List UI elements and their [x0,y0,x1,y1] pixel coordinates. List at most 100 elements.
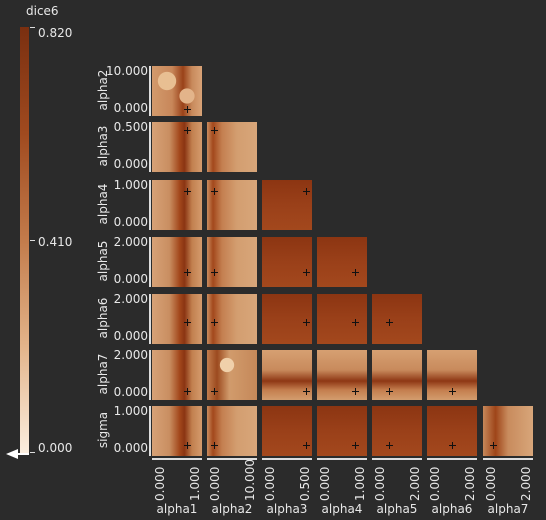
optimum-marker [449,442,456,449]
optimum-marker [303,188,310,195]
panel-alpha5-vs-alpha2[interactable] [207,237,257,287]
y-tick-bottom: 0.000 [113,157,148,171]
panel-alpha6-vs-alpha2[interactable] [207,294,257,344]
panel-sigma-vs-alpha1[interactable] [152,406,202,456]
panel-sigma-vs-alpha6[interactable] [427,406,477,456]
optimum-marker [352,318,359,326]
column-label-alpha4: alpha4 [321,502,363,516]
optimum-marker [385,318,393,326]
panel-alpha6-vs-alpha4[interactable] [317,294,367,344]
panel-alpha2-vs-alpha1[interactable] [152,66,202,116]
y-tick-bottom: 0.000 [113,385,148,399]
panel-sigma-vs-alpha4[interactable] [317,406,367,456]
x-axis-line [483,458,533,460]
panel-alpha7-vs-alpha2[interactable] [207,350,257,400]
colorbar-max-label: 0.820 [38,26,73,40]
panel-alpha3-vs-alpha2[interactable] [207,122,257,172]
y-axis-line [149,180,151,230]
y-tick-top: 1.000 [113,178,148,192]
panel-sigma-vs-alpha2[interactable] [207,406,257,456]
optimum-marker [210,388,218,395]
y-tick-top: 0.500 [113,120,148,134]
panel-sigma-vs-alpha3[interactable] [262,406,312,456]
y-axis-line [149,66,151,116]
colorbar-mid-label: 0.410 [38,235,73,249]
x-tick-left: 0.000 [263,466,277,501]
panel-alpha6-vs-alpha1[interactable] [152,294,202,344]
x-tick-left: 0.000 [208,466,222,501]
panel-alpha3-vs-alpha1[interactable] [152,122,202,172]
optimum-marker [210,318,218,326]
optimum-marker [303,318,310,326]
threshold-pointer-line [18,453,29,455]
panel-sigma-vs-alpha5[interactable] [372,406,422,456]
panel-alpha7-vs-alpha4[interactable] [317,350,367,400]
x-tick-right: 2.000 [519,466,533,501]
optimum-marker [210,442,218,449]
x-tick-right: 2.000 [463,466,477,501]
panel-alpha4-vs-alpha1[interactable] [152,180,202,230]
x-axis-line [207,458,257,460]
column-label-alpha1: alpha1 [156,502,198,516]
y-axis-line [149,350,151,400]
panel-alpha6-vs-alpha5[interactable] [372,294,422,344]
x-axis-line [427,458,477,460]
colorbar-tick-max [30,27,35,28]
column-label-alpha3: alpha3 [266,502,308,516]
x-tick-left: 0.000 [373,466,387,501]
optimum-marker [303,442,310,449]
colorbar-tick-min [30,452,35,453]
optimum-marker [210,269,218,276]
y-tick-bottom: 0.000 [113,101,148,115]
y-axis-line [149,406,151,456]
y-tick-bottom: 0.000 [113,215,148,229]
panel-sigma-vs-alpha7[interactable] [483,406,533,456]
optimum-marker [352,269,359,276]
y-axis-line [149,237,151,287]
optimum-marker [184,126,191,134]
optimum-marker [385,388,393,395]
x-tick-left: 0.000 [318,466,332,501]
x-tick-right: 0.500 [298,466,312,501]
y-tick-bottom: 0.000 [113,329,148,343]
panel-alpha7-vs-alpha1[interactable] [152,350,202,400]
colorbar-min-label: 0.000 [38,441,73,455]
y-tick-top: 2.000 [113,235,148,249]
panel-alpha4-vs-alpha2[interactable] [207,180,257,230]
optimum-marker [303,388,310,395]
optimum-marker [303,269,310,276]
threshold-pointer-handle[interactable] [6,449,18,459]
column-label-alpha5: alpha5 [376,502,418,516]
optimum-marker [449,388,456,395]
y-axis-line [149,122,151,172]
optimum-marker [490,442,497,449]
panel-alpha4-vs-alpha3[interactable] [262,180,312,230]
colorbar-tick-mid [30,240,35,241]
x-tick-left: 0.000 [428,466,442,501]
x-axis-line [152,458,202,460]
optimum-marker [184,188,191,195]
optimum-marker [184,318,191,326]
panel-alpha6-vs-alpha3[interactable] [262,294,312,344]
x-tick-right: 1.000 [353,466,367,501]
y-axis-line [149,294,151,344]
panel-alpha7-vs-alpha3[interactable] [262,350,312,400]
optimum-marker [210,126,218,134]
y-tick-top: 1.000 [113,404,148,418]
y-tick-bottom: 0.000 [113,441,148,455]
column-label-alpha6: alpha6 [431,502,473,516]
panel-alpha7-vs-alpha6[interactable] [427,350,477,400]
optimum-marker [352,388,359,395]
y-tick-top: 10.000 [106,64,148,78]
y-tick-top: 2.000 [113,348,148,362]
x-tick-right: 10.000 [243,459,257,501]
panel-alpha5-vs-alpha3[interactable] [262,237,312,287]
panel-alpha5-vs-alpha1[interactable] [152,237,202,287]
x-tick-left: 0.000 [153,466,167,501]
optimum-marker [184,388,191,395]
x-axis-line [262,458,312,460]
panel-alpha7-vs-alpha5[interactable] [372,350,422,400]
column-label-alpha7: alpha7 [487,502,529,516]
x-tick-right: 1.000 [188,466,202,501]
panel-alpha5-vs-alpha4[interactable] [317,237,367,287]
